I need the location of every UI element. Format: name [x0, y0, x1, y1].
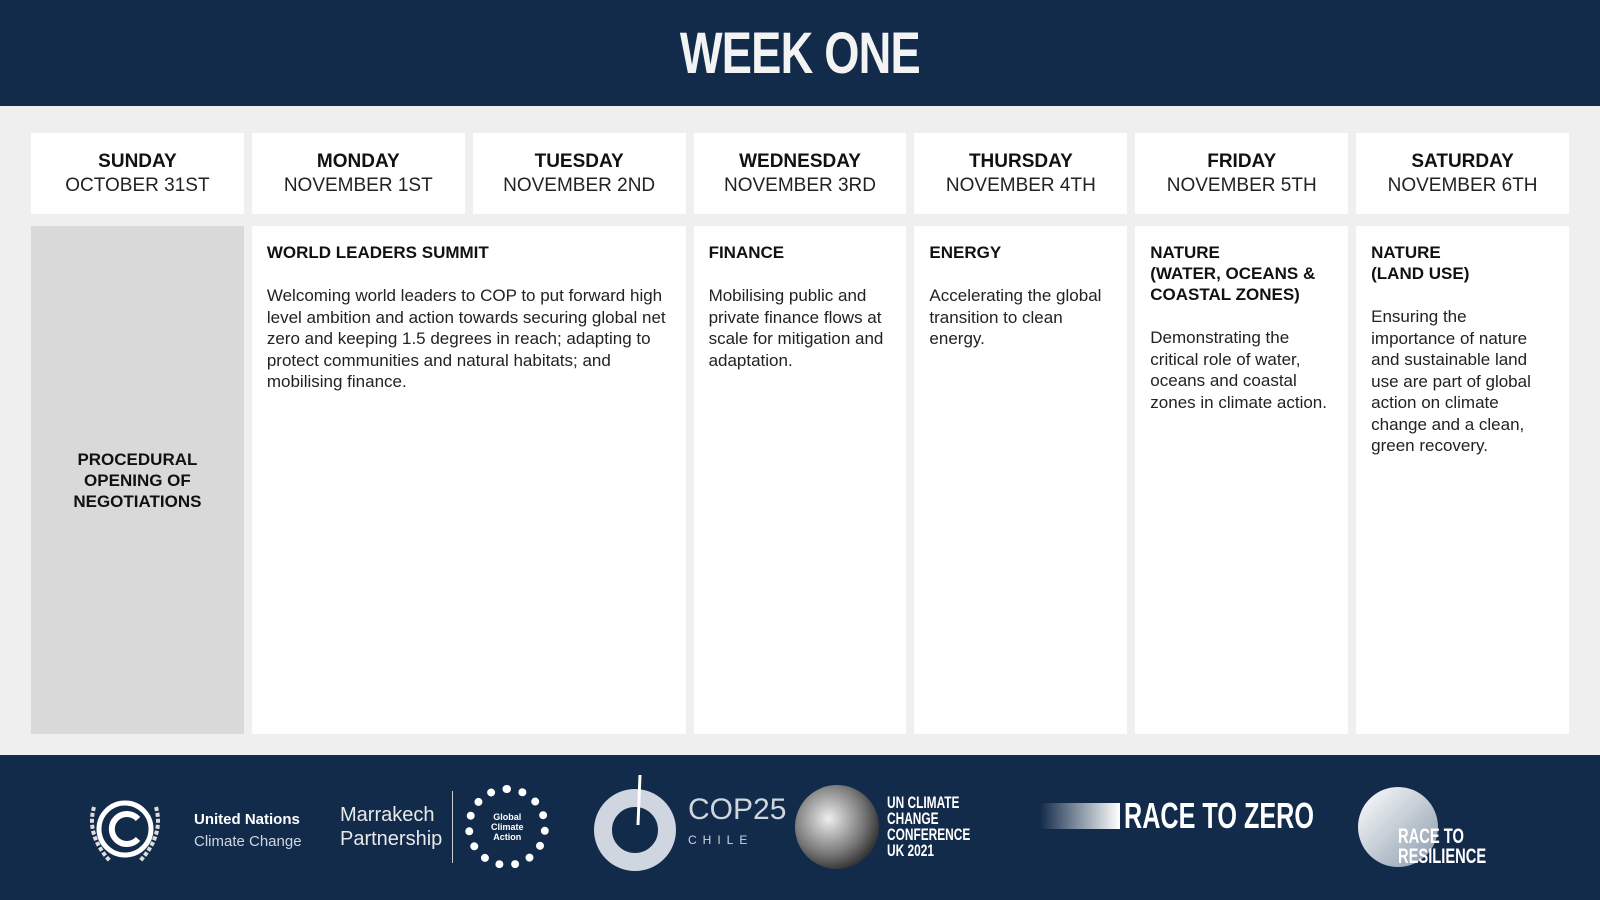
event-finance: FINANCE Mobilising public and private fin…: [693, 226, 907, 734]
unfccc-line2: Climate Change: [194, 833, 302, 850]
day-date: NOVEMBER 5TH: [1166, 174, 1317, 196]
event-description: Accelerating the global transition to cl…: [929, 286, 1102, 348]
day-date: NOVEMBER 3RD: [723, 174, 876, 196]
header: WEEK ONE: [0, 0, 1600, 106]
unfccc-line1: United Nations: [194, 811, 300, 828]
day-date: OCTOBER 31ST: [65, 174, 210, 196]
day-header-tuesday: TUESDAY NOVEMBER 2ND: [472, 133, 686, 214]
race-to-resilience-logo: RACE TO RESILIENCE: [1358, 787, 1486, 867]
day-name: SATURDAY: [1411, 150, 1514, 172]
day-header-monday: MONDAY NOVEMBER 1ST: [251, 133, 465, 214]
day-name: SUNDAY: [98, 150, 177, 172]
day-name: TUESDAY: [534, 150, 624, 172]
cop25-text: COP25: [688, 793, 787, 826]
footer-logos: United Nations Climate Change Marrakech Pa…: [0, 755, 1600, 900]
event-energy: ENERGY Accelerating the global transition…: [914, 226, 1128, 734]
race-to-zero-bar: [1040, 803, 1120, 829]
cop25-ring-icon: [594, 775, 676, 871]
global-climate-action-badge: Global Climate Action: [465, 785, 550, 869]
unfccc-emblem-icon: [90, 800, 160, 863]
day-name: THURSDAY: [968, 150, 1073, 172]
cop25-sub: CHILE: [688, 833, 754, 847]
day-header-sunday: SUNDAY OCTOBER 31ST: [31, 133, 244, 214]
event-title: NATURE (WATER, OCEANS & COASTAL ZONES): [1150, 243, 1316, 304]
day-date: NOVEMBER 2ND: [503, 174, 656, 196]
page-title: WEEK ONE: [679, 20, 921, 86]
day-date: NOVEMBER 4TH: [945, 174, 1096, 196]
event-description: Mobilising public and private finance fl…: [708, 286, 884, 370]
day-header-friday: FRIDAY NOVEMBER 5TH: [1135, 133, 1349, 214]
event-title: ENERGY: [929, 243, 1002, 262]
day-name: MONDAY: [316, 150, 400, 172]
cop26-logo: UN CLIMATE CHANGE CONFERENCE UK 2021: [795, 785, 997, 869]
event-description: Ensuring the importance of nature and su…: [1371, 307, 1531, 455]
event-nature-land: NATURE (LAND USE) Ensuring the importance…: [1356, 226, 1569, 734]
day-header-wednesday: WEDNESDAY NOVEMBER 3RD: [693, 133, 907, 214]
cop26-text: UN CLIMATE CHANGE CONFERENCE UK 2021: [887, 793, 971, 860]
unfccc-logo: United Nations Climate Change: [80, 795, 302, 867]
race-to-zero-logo: RACE TO ZERO: [1040, 795, 1395, 837]
day-header-thursday: THURSDAY NOVEMBER 4TH: [914, 133, 1128, 214]
marrakech-line2: Partnership: [340, 828, 443, 850]
event-title: NATURE (LAND USE): [1371, 243, 1470, 283]
event-procedural-opening: PROCEDURAL OPENING OF NEGOTIATIONS: [31, 226, 244, 734]
event-title: WORLD LEADERS SUMMIT: [266, 243, 489, 262]
marrakech-partnership-logo: Marrakech Partnership Global Climate Acti…: [340, 785, 550, 869]
cop25-logo: COP25 CHILE: [580, 775, 786, 875]
marrakech-line1: Marrakech: [340, 804, 435, 826]
resilience-disc-icon: [1358, 787, 1438, 867]
globe-icon: [795, 785, 879, 869]
event-nature-water: NATURE (WATER, OCEANS & COASTAL ZONES) De…: [1135, 226, 1349, 734]
day-date: NOVEMBER 1ST: [283, 174, 433, 196]
event-world-leaders-summit: WORLD LEADERS SUMMIT Welcoming world lead…: [251, 226, 686, 734]
day-header-saturday: SATURDAY NOVEMBER 6TH: [1356, 133, 1569, 214]
schedule-grid: SUNDAY OCTOBER 31ST MONDAY NOVEMBER 1ST TU…: [31, 133, 1569, 734]
day-name: WEDNESDAY: [739, 150, 861, 172]
event-description: Demonstrating the critical role of water…: [1150, 328, 1327, 412]
event-description: Welcoming world leaders to COP to put fo…: [266, 286, 666, 391]
day-name: FRIDAY: [1207, 150, 1277, 172]
event-title: FINANCE: [708, 243, 785, 262]
day-date: NOVEMBER 6TH: [1387, 174, 1538, 196]
